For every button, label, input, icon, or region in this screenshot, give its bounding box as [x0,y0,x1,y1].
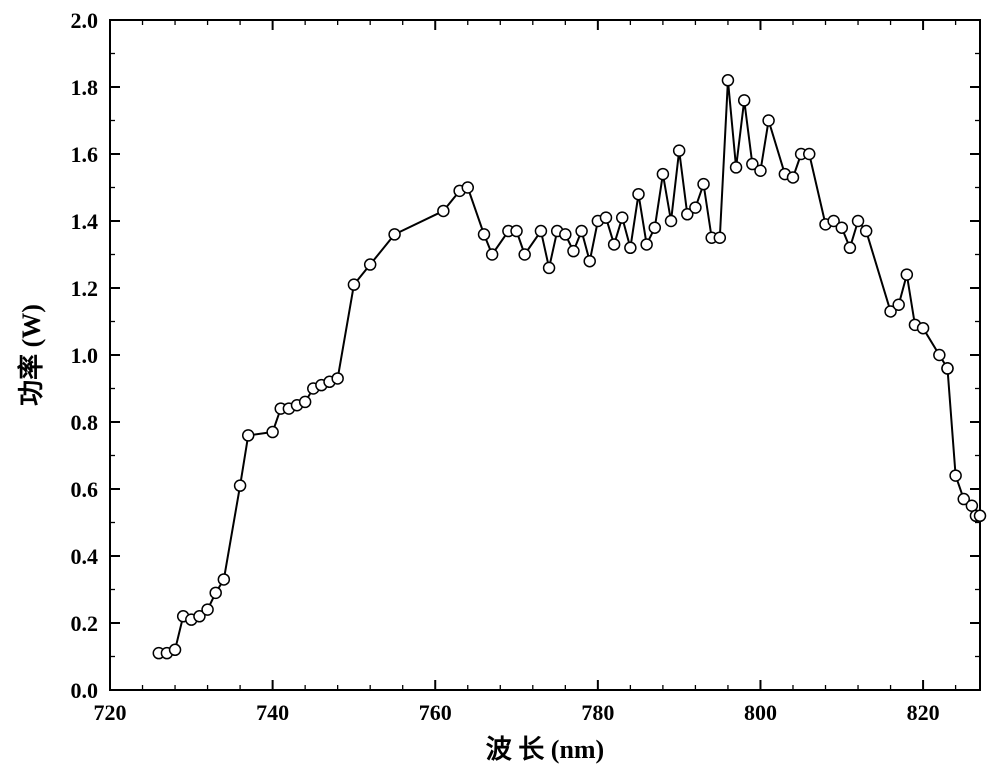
data-marker [934,350,945,361]
x-tick-label: 740 [256,700,289,725]
y-tick-label: 1.4 [71,209,99,234]
y-tick-label: 1.8 [71,75,99,100]
chart-svg: 720 740 760 780 800 820 0.0 0.2 0.4 0.6 0.8 1.0 1.2 1… [0,0,1000,779]
data-marker [674,145,685,156]
data-marker [617,212,628,223]
chart-container: 720 740 760 780 800 820 0.0 0.2 0.4 0.6 0.8 1.0 1.2 1… [0,0,1000,779]
data-marker [210,587,221,598]
data-marker [901,269,912,280]
data-marker [300,396,311,407]
y-tick-label: 0.8 [71,410,99,435]
data-marker [942,363,953,374]
data-marker [348,279,359,290]
data-marker [202,604,213,615]
data-marker [609,239,620,250]
data-marker [576,226,587,237]
y-tick-label: 2.0 [71,8,99,33]
data-marker [519,249,530,260]
data-marker [804,149,815,160]
y-tick-label: 1.0 [71,343,99,368]
data-marker [438,205,449,216]
data-marker [731,162,742,173]
data-marker [535,226,546,237]
data-marker [739,95,750,106]
x-tick-label: 780 [581,700,614,725]
data-marker [893,299,904,310]
data-marker [763,115,774,126]
data-marker [641,239,652,250]
data-marker [633,189,644,200]
data-marker [267,427,278,438]
data-marker [853,216,864,227]
data-marker [544,262,555,273]
data-marker [666,216,677,227]
data-marker [844,242,855,253]
data-marker [787,172,798,183]
y-tick-label: 0.0 [71,678,99,703]
data-marker [365,259,376,270]
data-marker [243,430,254,441]
y-tick-label: 0.2 [71,611,99,636]
data-marker [568,246,579,257]
y-axis-label: 功率 (W) [16,304,46,406]
data-marker [560,229,571,240]
data-marker [625,242,636,253]
data-marker [218,574,229,585]
x-tick-label: 760 [419,700,452,725]
y-tick-label: 1.2 [71,276,99,301]
data-marker [462,182,473,193]
x-tick-label: 720 [94,700,127,725]
data-marker [600,212,611,223]
data-marker [755,165,766,176]
y-tick-label: 0.6 [71,477,99,502]
data-marker [235,480,246,491]
data-marker [584,256,595,267]
series-line [159,80,980,653]
data-marker [479,229,490,240]
data-marker [487,249,498,260]
x-tick-label: 820 [907,700,940,725]
y-tick-label: 0.4 [71,544,99,569]
data-marker [332,373,343,384]
data-marker [950,470,961,481]
plot-border [110,20,980,690]
data-marker [698,179,709,190]
x-tick-label: 800 [744,700,777,725]
y-tick-label: 1.6 [71,142,99,167]
data-marker [511,226,522,237]
data-marker [170,644,181,655]
data-marker [722,75,733,86]
data-marker [690,202,701,213]
data-marker [918,323,929,334]
data-marker [861,226,872,237]
data-marker [649,222,660,233]
data-marker [657,169,668,180]
data-marker [975,510,986,521]
data-marker [836,222,847,233]
data-marker [714,232,725,243]
x-axis-label: 波 长 (nm) [486,735,604,764]
data-marker [389,229,400,240]
